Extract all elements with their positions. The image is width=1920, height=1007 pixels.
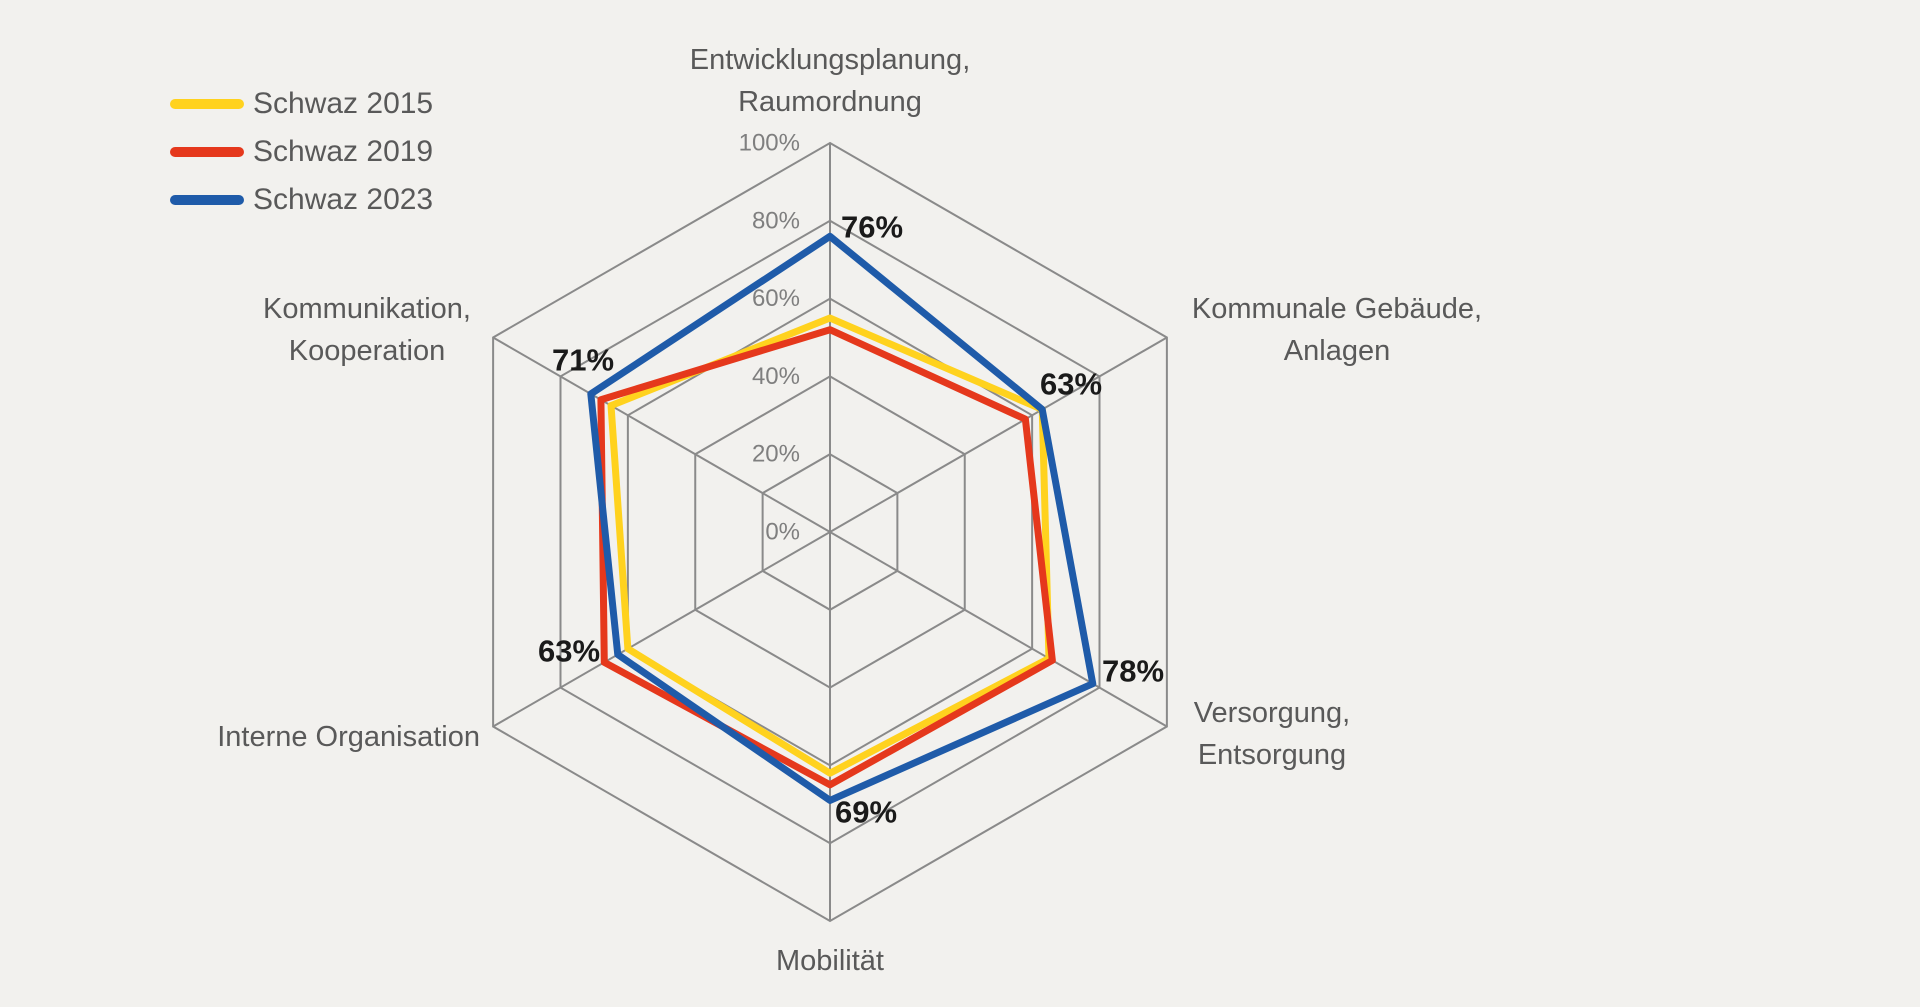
data-label: 76% — [841, 210, 903, 245]
data-label: 71% — [552, 343, 614, 378]
chart-legend: Schwaz 2015 Schwaz 2019 Schwaz 2023 — [170, 80, 433, 224]
legend-label-schwaz-2015: Schwaz 2015 — [253, 87, 434, 120]
legend-swatch-schwaz-2023 — [170, 195, 244, 205]
axis-tick-label: 0% — [765, 519, 800, 546]
category-label: Raumordnung — [738, 86, 922, 118]
category-label: Mobilität — [776, 945, 884, 977]
radar-series-schwaz-2023 — [587, 232, 1097, 804]
data-label: 78% — [1102, 654, 1164, 689]
data-label: 63% — [538, 634, 600, 669]
radar-spoke — [829, 336, 1168, 533]
data-label: 69% — [835, 795, 897, 830]
axis-tick-label: 100% — [739, 130, 800, 157]
category-label: Interne Organisation — [217, 721, 480, 753]
radar-spoke — [829, 531, 1168, 728]
category-label: Entsorgung — [1198, 739, 1346, 771]
radar-spoke — [492, 336, 831, 533]
legend-item-schwaz-2015: Schwaz 2015 — [170, 80, 433, 128]
legend-item-schwaz-2019: Schwaz 2019 — [170, 128, 433, 176]
category-label: Kommunikation, — [263, 293, 471, 325]
radar-spoke — [492, 531, 831, 728]
category-label: Entwicklungsplanung, — [690, 44, 971, 76]
legend-item-schwaz-2023: Schwaz 2023 — [170, 176, 433, 224]
legend-label-schwaz-2023: Schwaz 2023 — [253, 183, 434, 216]
category-label: Kooperation — [289, 335, 445, 367]
legend-swatch-schwaz-2015 — [170, 99, 244, 109]
category-label: Versorgung, — [1194, 697, 1350, 729]
legend-swatch-schwaz-2019 — [170, 147, 244, 157]
axis-tick-label: 80% — [752, 207, 800, 234]
category-label: Kommunale Gebäude, — [1192, 293, 1482, 325]
category-label: Anlagen — [1284, 335, 1390, 367]
legend-label-schwaz-2019: Schwaz 2019 — [253, 135, 434, 168]
axis-tick-label: 60% — [752, 285, 800, 312]
axis-tick-label: 20% — [752, 441, 800, 468]
axis-tick-label: 40% — [752, 363, 800, 390]
data-label: 63% — [1040, 367, 1102, 402]
radar-series-schwaz-2019 — [597, 326, 1056, 789]
